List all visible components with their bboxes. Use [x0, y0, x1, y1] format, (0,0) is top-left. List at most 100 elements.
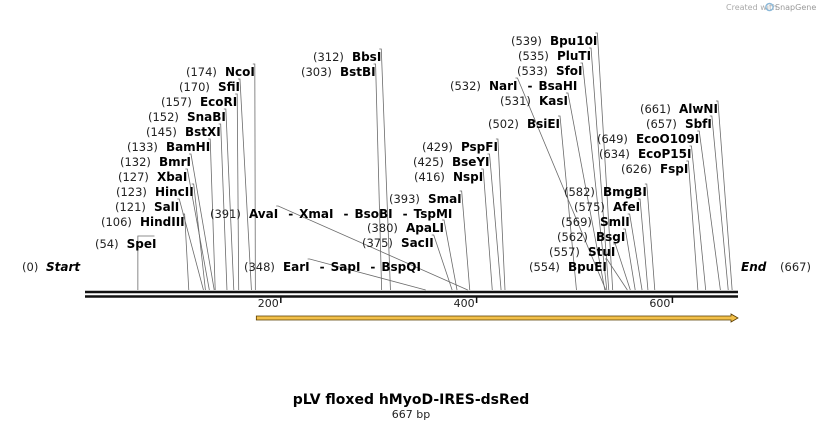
site-position: (127) [118, 170, 149, 184]
site-sbfi[interactable]: (657) SbfI [646, 117, 712, 131]
site-alwni[interactable]: (661) AlwNI [640, 102, 718, 116]
site-enzyme-name[interactable]: ApaLI [406, 221, 444, 235]
site-bamhi[interactable]: (133) BamHI [127, 140, 210, 154]
site-enzyme-name[interactable]: AvaI [249, 207, 278, 221]
site-enzyme-name[interactable]: SapI [331, 260, 361, 274]
site-position: (575) [574, 200, 605, 214]
site-enzyme-name[interactable]: BsoBI [354, 207, 392, 221]
site-bpu10i[interactable]: (539) Bpu10I [511, 34, 597, 48]
site-position: (582) [564, 185, 595, 199]
site-bmri[interactable]: (132) BmrI [120, 155, 191, 169]
site-leader-line [580, 62, 608, 291]
site-enzyme-name[interactable]: SfoI [556, 64, 583, 78]
site-enzyme-name[interactable]: EcoP15I [638, 147, 692, 161]
site-xbai[interactable]: (127) XbaI [118, 170, 187, 184]
site-enzyme-name[interactable]: XbaI [157, 170, 187, 184]
site-avai[interactable]: (391) AvaI - XmaI - BsoBI - TspMI [210, 207, 452, 221]
site-ecop15i[interactable]: (634) EcoP15I [599, 147, 691, 161]
site-bstbi[interactable]: (303) BstBI [301, 65, 376, 79]
site-enzyme-name[interactable]: HindIII [140, 215, 185, 229]
site-leader-line [686, 160, 699, 291]
site-enzyme-name[interactable]: EcoRI [200, 95, 237, 109]
site-enzyme-name[interactable]: BbsI [352, 50, 381, 64]
site-enzyme-name[interactable]: SmaI [428, 192, 462, 206]
site-enzyme-name[interactable]: SnaBI [187, 110, 226, 124]
site-enzyme-name[interactable]: BsgI [596, 230, 625, 244]
site-enzyme-name[interactable]: SalI [154, 200, 179, 214]
site-spei[interactable]: (54) SpeI [95, 237, 156, 251]
site-enzyme-name[interactable]: AlwNI [679, 102, 718, 116]
site-enzyme-name[interactable]: EarI [283, 260, 310, 274]
site-nari[interactable]: (532) NarI - BsaHI [450, 79, 577, 93]
site-smai[interactable]: (393) SmaI [389, 192, 462, 206]
site-smli[interactable]: (569) SmlI [561, 215, 630, 229]
site-enzyme-name[interactable]: BseYI [452, 155, 490, 169]
site-enzyme-name[interactable]: BsiEI [527, 117, 560, 131]
site-enzyme-name[interactable]: BmgBI [603, 185, 647, 199]
site-fspi[interactable]: (626) FspI [621, 162, 688, 176]
site-enzyme-name[interactable]: TspMI [414, 207, 453, 221]
site-bseyi[interactable]: (425) BseYI [413, 155, 490, 169]
site-bstxi[interactable]: (145) BstXI [146, 125, 221, 139]
site-kasi[interactable]: (531) KasI [500, 94, 568, 108]
site-leader-line [237, 78, 252, 291]
site-enzyme-name[interactable]: BstBI [340, 65, 376, 79]
site-sacii[interactable]: (375) SacII [362, 236, 434, 250]
site-ncoi[interactable]: (174) NcoI [186, 65, 255, 79]
site-enzyme-name[interactable]: SfiI [218, 80, 240, 94]
site-ecori[interactable]: (157) EcoRI [161, 95, 237, 109]
site-enzyme-name[interactable]: Bpu10I [550, 34, 597, 48]
site-enzyme-name[interactable]: NspI [453, 170, 483, 184]
site-ecoo109i[interactable]: (649) EcoO109I [597, 132, 699, 146]
site-position: (152) [148, 110, 179, 124]
site-enzyme-name[interactable]: KasI [539, 94, 568, 108]
site-hindiii[interactable]: (106) HindIII [101, 215, 185, 229]
site-sali[interactable]: (121) SalI [115, 200, 179, 214]
site-enzyme-name[interactable]: EcoO109I [636, 132, 699, 146]
site-eari[interactable]: (348) EarI - SapI - BspQI [244, 260, 421, 274]
site-enzyme-name[interactable]: SmlI [600, 215, 630, 229]
site-enzyme-name[interactable]: XmaI [299, 207, 333, 221]
site-enzyme-name[interactable]: BsaHI [538, 79, 577, 93]
site-enzyme-name[interactable]: BpuEI [568, 260, 607, 274]
site-position: (348) [244, 260, 275, 274]
site-bmgbi[interactable]: (582) BmgBI [564, 185, 647, 199]
site-bsgi[interactable]: (562) BsgI [557, 230, 625, 244]
feature-arrow[interactable] [255, 313, 739, 323]
site-bbsi[interactable]: (312) BbsI [313, 50, 381, 64]
site-afei[interactable]: (575) AfeI [574, 200, 640, 214]
site-enzyme-name[interactable]: AfeI [613, 200, 640, 214]
site-enzyme-name[interactable]: HincII [155, 185, 194, 199]
site-hincii[interactable]: (123) HincII [116, 185, 194, 199]
site-enzyme-name[interactable]: BamHI [166, 140, 210, 154]
site-leader-line [589, 47, 610, 291]
start-position: (0) [22, 260, 38, 274]
site-enzyme-name[interactable]: PspFI [461, 140, 498, 154]
site-leader-line [208, 138, 216, 291]
site-nspi[interactable]: (416) NspI [414, 170, 483, 184]
site-enzyme-name[interactable]: FspI [660, 162, 688, 176]
site-enzyme-name[interactable]: PluTI [557, 49, 591, 63]
site-pspfi[interactable]: (429) PspFI [422, 140, 498, 154]
site-bpuei[interactable]: (554) BpuEI [529, 260, 607, 274]
site-leader-line [638, 198, 649, 291]
site-enzyme-name[interactable]: BstXI [185, 125, 221, 139]
site-enzyme-name[interactable]: BspQI [381, 260, 421, 274]
site-enzyme-name[interactable]: SacII [401, 236, 434, 250]
site-enzyme-name[interactable]: BmrI [159, 155, 191, 169]
site-bsiei[interactable]: (502) BsiEI [488, 117, 560, 131]
site-sfoi[interactable]: (533) SfoI [517, 64, 583, 78]
site-enzyme-name[interactable]: SbfI [685, 117, 712, 131]
site-position: (569) [561, 215, 592, 229]
site-enzyme-name[interactable]: SpeI [127, 237, 157, 251]
site-enzyme-name[interactable]: StuI [588, 245, 615, 259]
site-enzyme-name[interactable]: NarI [489, 79, 518, 93]
site-pluti[interactable]: (535) PluTI [518, 49, 591, 63]
site-position: (425) [413, 155, 444, 169]
feature-arrow-shape[interactable] [255, 313, 739, 323]
site-enzyme-name[interactable]: NcoI [225, 65, 255, 79]
site-stui[interactable]: (557) StuI [549, 245, 615, 259]
site-sfii[interactable]: (170) SfiI [179, 80, 240, 94]
site-apali[interactable]: (380) ApaLI [367, 221, 444, 235]
site-snabi[interactable]: (152) SnaBI [148, 110, 226, 124]
